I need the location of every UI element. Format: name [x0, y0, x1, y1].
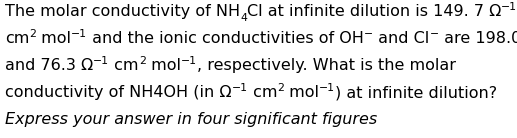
- Text: cm: cm: [109, 58, 139, 73]
- Text: are 198.0: are 198.0: [438, 31, 517, 46]
- Text: −1: −1: [71, 29, 87, 39]
- Text: The molar conductivity of NH: The molar conductivity of NH: [5, 4, 240, 19]
- Text: mol: mol: [146, 58, 180, 73]
- Text: 2: 2: [139, 56, 146, 66]
- Text: and the ionic conductivities of OH: and the ionic conductivities of OH: [87, 31, 364, 46]
- Text: mol: mol: [284, 85, 319, 100]
- Text: ) at infinite dilution?: ) at infinite dilution?: [335, 85, 497, 100]
- Text: , respectively. What is the molar: , respectively. What is the molar: [196, 58, 455, 73]
- Text: mol: mol: [36, 31, 71, 46]
- Text: −1: −1: [93, 56, 109, 66]
- Text: −: −: [430, 29, 438, 39]
- Text: −: −: [364, 29, 373, 39]
- Text: −1: −1: [180, 56, 196, 66]
- Text: and 76.3 Ω: and 76.3 Ω: [5, 58, 93, 73]
- Text: −1: −1: [319, 83, 335, 93]
- Text: cm: cm: [5, 31, 29, 46]
- Text: −1: −1: [501, 2, 517, 12]
- Text: 2: 2: [29, 29, 36, 39]
- Text: and Cl: and Cl: [373, 31, 430, 46]
- Text: conductivity of NH4OH (in Ω: conductivity of NH4OH (in Ω: [5, 85, 232, 100]
- Text: −1: −1: [232, 83, 248, 93]
- Text: Express your answer in four significant figures: Express your answer in four significant …: [5, 112, 377, 127]
- Text: 2: 2: [277, 83, 284, 93]
- Text: Cl at infinite dilution is 149. 7 Ω: Cl at infinite dilution is 149. 7 Ω: [247, 4, 501, 19]
- Text: 4: 4: [240, 13, 247, 23]
- Text: cm: cm: [248, 85, 277, 100]
